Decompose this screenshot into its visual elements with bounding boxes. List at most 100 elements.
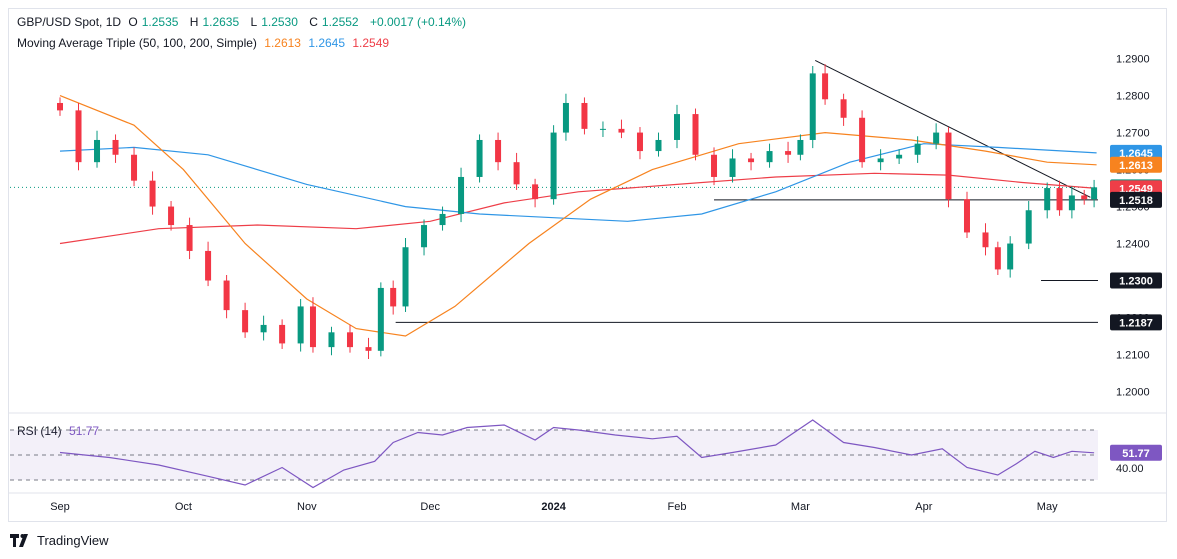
candle-body xyxy=(421,225,428,248)
brand-name: TradingView xyxy=(37,533,109,548)
candle-body xyxy=(809,73,816,140)
candle-body xyxy=(279,324,286,344)
candle-body xyxy=(785,151,792,155)
candle-body xyxy=(1025,210,1032,244)
candle-body xyxy=(402,247,409,307)
candle-body xyxy=(1007,243,1014,270)
candle-body xyxy=(581,102,588,129)
price-tick-label: 1.2400 xyxy=(1116,239,1150,251)
candle-body xyxy=(840,99,847,118)
price-tick-label: 1.2700 xyxy=(1116,128,1150,140)
candle-body xyxy=(223,280,230,311)
price-tag-label: 1.2300 xyxy=(1119,276,1153,288)
candle-body xyxy=(94,139,101,163)
candle-body xyxy=(513,162,520,185)
change-value: +0.0017 (+0.14%) xyxy=(369,15,467,29)
open-value: 1.2535 xyxy=(141,15,179,29)
candle-body xyxy=(748,158,755,163)
descending-trendline xyxy=(814,59,1091,198)
ma100-value: 1.2645 xyxy=(308,36,346,50)
price-tag-label: 1.2518 xyxy=(1119,195,1153,207)
candle-body xyxy=(205,250,212,281)
candle-body xyxy=(149,180,156,207)
rsi-legend: RSI (14) 51.77 xyxy=(17,424,103,438)
candle-body xyxy=(495,139,502,163)
price-tag xyxy=(1110,156,1162,173)
rsi-value-tag xyxy=(1110,444,1162,461)
price-tick-label: 1.2000 xyxy=(1116,387,1150,399)
ma50-value: 1.2613 xyxy=(264,36,301,50)
candle-body xyxy=(458,176,465,214)
candle-body xyxy=(260,324,267,333)
price-tag xyxy=(1110,314,1162,331)
candle-body xyxy=(994,247,1001,270)
candle-body xyxy=(390,287,397,307)
rsi-legend-value: 51.77 xyxy=(69,424,100,438)
candle-body xyxy=(636,132,643,152)
candle-body xyxy=(729,158,736,177)
candle-body xyxy=(1081,195,1088,200)
price-tag-label: 1.2613 xyxy=(1119,160,1153,172)
time-tick-label: Dec xyxy=(420,501,440,513)
candle-body xyxy=(1044,188,1051,211)
ma-legend: Moving Average Triple (50, 100, 200, Sim… xyxy=(17,36,393,50)
candle-body xyxy=(766,151,773,163)
candle-body xyxy=(377,287,384,351)
time-tick-label: Apr xyxy=(915,501,932,513)
time-tick-label: Oct xyxy=(175,501,192,513)
close-value: 1.2552 xyxy=(321,15,359,29)
rsi-line xyxy=(59,419,1095,489)
candle-body xyxy=(822,73,829,100)
candle-body xyxy=(309,306,316,348)
price-tag xyxy=(1110,191,1162,208)
candle-body xyxy=(131,154,138,181)
candle-body xyxy=(75,110,82,163)
ma200-value: 1.2549 xyxy=(352,36,390,50)
candle-body xyxy=(674,114,680,140)
time-tick-label: Feb xyxy=(668,501,687,513)
rsi-level-label: 40.00 xyxy=(1116,463,1144,475)
candle-body xyxy=(550,132,557,200)
candle-body xyxy=(655,139,662,152)
candle-body xyxy=(859,117,866,163)
tradingview-logo[interactable]: TradingView xyxy=(10,533,109,548)
candle-body xyxy=(439,213,446,226)
time-tick-label: Mar xyxy=(791,501,810,513)
ma100-line xyxy=(59,143,1097,222)
candle-body xyxy=(168,206,175,226)
candle-body xyxy=(618,128,625,133)
candle-body xyxy=(982,232,989,248)
candle-body xyxy=(896,154,903,159)
candle-body xyxy=(476,139,483,177)
rsi-label[interactable]: RSI (14) xyxy=(17,424,62,438)
candle-body xyxy=(365,347,372,351)
candle-body xyxy=(328,332,335,348)
candle-body xyxy=(1091,187,1098,200)
tradingview-logo-icon xyxy=(10,534,28,547)
ohlc-legend: GBP/USD Spot, 1D O 1.2535 H 1.2635 L 1.2530… xyxy=(17,15,467,29)
price-tick-label: 1.2800 xyxy=(1116,91,1150,103)
price-tag xyxy=(1110,272,1162,289)
candle-body xyxy=(562,102,569,133)
candle-body xyxy=(711,154,718,177)
ma50-line xyxy=(59,95,1097,337)
time-tick-label: Sep xyxy=(50,501,70,513)
time-tick-label: May xyxy=(1037,501,1058,513)
candle-body xyxy=(914,143,921,155)
rsi-value-tag-label: 51.77 xyxy=(1122,448,1150,460)
high-value: 1.2635 xyxy=(202,15,240,29)
candle-body xyxy=(1056,188,1063,211)
candle-body xyxy=(599,128,606,130)
candle-body xyxy=(945,132,952,200)
price-tag-label: 1.2187 xyxy=(1119,317,1153,329)
candle-body xyxy=(692,114,699,155)
ma-legend-label[interactable]: Moving Average Triple (50, 100, 200, Sim… xyxy=(17,36,257,50)
candle-body xyxy=(346,332,353,348)
price-tick-label: 1.2100 xyxy=(1116,350,1150,362)
candle-body xyxy=(877,158,884,163)
candle-body xyxy=(532,184,539,200)
symbol-title[interactable]: GBP/USD Spot, 1D xyxy=(17,15,122,29)
candle-body xyxy=(112,139,119,155)
low-value: 1.2530 xyxy=(261,15,298,29)
